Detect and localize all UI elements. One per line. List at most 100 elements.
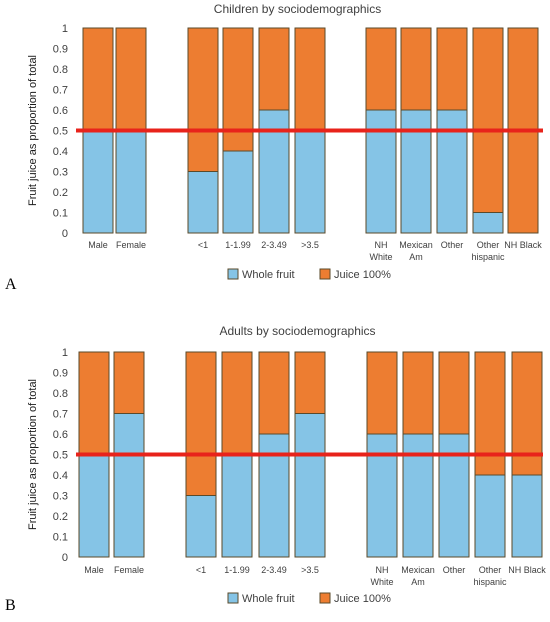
chart-title: Children by sociodemographics [214,2,381,16]
panel-letter-b: B [5,597,16,614]
bar-juice-100 [187,27,219,172]
legend-label: Juice 100% [334,593,391,605]
bar-juice-100 [294,351,326,414]
bar-juice-100 [294,27,326,131]
y-tick-label: 0 [62,228,68,240]
bar-whole-fruit [258,433,290,558]
bar-whole-fruit [82,130,114,234]
y-tick-label: 1 [62,347,68,359]
x-category-label: White [370,577,393,587]
y-tick-label: 0.3 [53,167,68,179]
bar-whole-fruit [436,109,468,234]
legend-swatch-juice-100 [319,268,331,280]
x-category-label: Other [477,240,500,250]
bar-juice-100 [365,27,397,111]
x-category-label: hispanic [473,577,507,587]
x-category-label: Other [479,565,502,575]
y-tick-label: 0.6 [53,429,68,441]
y-axis-label: Fruit juice as proportion of total [27,379,39,530]
bar-whole-fruit [294,130,326,234]
bar-juice-100 [474,351,506,476]
bar-whole-fruit [472,212,504,234]
y-tick-label: 0.6 [53,105,68,117]
y-tick-label: 0.1 [53,208,68,220]
x-category-label: hispanic [471,252,505,262]
bar-juice-100 [472,27,504,213]
y-tick-label: 0 [62,552,68,564]
x-category-label: <1 [198,240,208,250]
y-tick-label: 0.8 [53,388,68,400]
bar-whole-fruit [113,413,145,558]
x-category-label: Mexican [399,240,433,250]
x-category-label: NH Black [508,565,546,575]
bar-juice-100 [258,351,290,435]
legend-label: Whole fruit [242,593,295,605]
bar-juice-100 [115,27,147,131]
bar-whole-fruit [78,454,110,558]
legend-label: Juice 100% [334,269,391,281]
bar-juice-100 [438,351,470,435]
chart-panel-b: Adults by sociodemographics Fruit juice a… [0,311,550,622]
x-category-label: NH Black [504,240,542,250]
legend-swatch-whole-fruit [227,592,239,604]
x-category-label: Other [443,565,466,575]
y-tick-label: 0.5 [53,126,68,138]
bar-whole-fruit [438,433,470,558]
x-category-label: NH [375,240,388,250]
y-tick-label: 0.2 [53,187,68,199]
bar-whole-fruit [402,433,434,558]
y-tick-label: 0.9 [53,368,68,380]
bar-whole-fruit [400,109,432,234]
bar-whole-fruit [294,413,326,558]
bar-juice-100 [511,351,543,476]
legend-swatch-juice-100 [319,592,331,604]
bar-juice-100 [366,351,398,435]
bar-whole-fruit [365,109,397,234]
y-tick-label: 0.8 [53,64,68,76]
x-category-label: Mexican [401,565,435,575]
y-tick-label: 0.9 [53,44,68,56]
y-axis-label: Fruit juice as proportion of total [27,55,39,206]
panel-letter-a: A [5,276,17,293]
y-tick-label: 0.5 [53,450,68,462]
bar-whole-fruit [222,150,254,234]
y-tick-label: 0.3 [53,491,68,503]
x-category-label: 1-1.99 [224,565,250,575]
bar-juice-100 [436,27,468,111]
y-tick-label: 0.4 [53,146,68,158]
x-category-label: Am [409,252,423,262]
bar-whole-fruit [366,433,398,558]
x-category-label: White [369,252,392,262]
bar-juice-100 [258,27,290,111]
chart-svg-b: Adults by sociodemographics Fruit juice a… [27,324,546,605]
bar-juice-100 [221,351,253,455]
bar-juice-100 [113,351,145,414]
x-category-label: Female [116,240,146,250]
bar-whole-fruit [187,171,219,234]
bar-juice-100 [222,27,254,152]
x-category-label: 1-1.99 [225,240,251,250]
chart-svg-a: Children by sociodemographics Fruit juice… [27,2,543,281]
x-category-label: Am [411,577,425,587]
x-category-label: 2-3.49 [261,240,287,250]
bar-juice-100 [78,351,110,455]
legend-label: Whole fruit [242,269,295,281]
y-tick-label: 0.7 [53,409,68,421]
x-category-label: >3.5 [301,565,319,575]
y-tick-label: 0.4 [53,470,68,482]
y-tick-label: 0.1 [53,532,68,544]
x-category-label: >3.5 [301,240,319,250]
x-category-label: Other [441,240,464,250]
bar-whole-fruit [221,454,253,558]
legend-swatch-whole-fruit [227,268,239,280]
chart-title: Adults by sociodemographics [219,324,375,338]
y-tick-label: 0.2 [53,511,68,523]
x-category-label: Male [84,565,104,575]
bar-whole-fruit [185,495,217,558]
x-category-label: Male [88,240,108,250]
bar-whole-fruit [511,474,543,558]
bar-whole-fruit [115,130,147,234]
bar-juice-100 [185,351,217,496]
x-category-label: <1 [196,565,206,575]
bar-juice-100 [82,27,114,131]
